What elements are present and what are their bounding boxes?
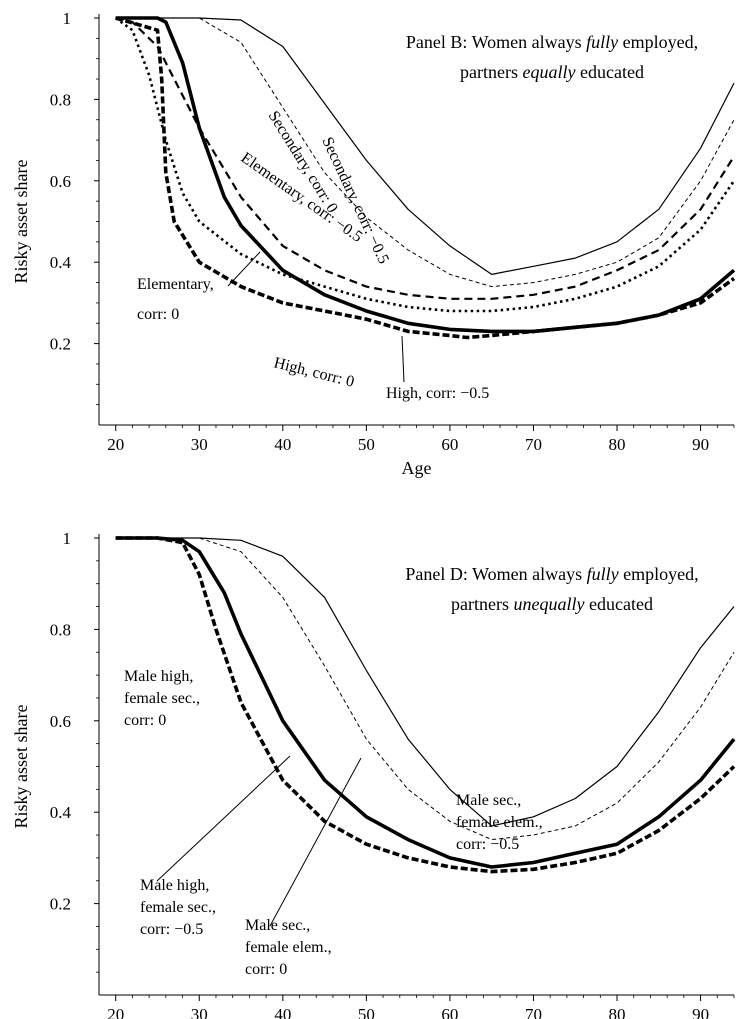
x-tick-label: 50 (358, 1005, 375, 1019)
series-line-thin-dashed (115, 537, 735, 841)
x-tick-label: 90 (692, 1005, 709, 1019)
y-tick-label: 0.6 (50, 172, 71, 191)
y-axis-title: Risky asset share (11, 705, 31, 829)
series-annotation: Elementary, corr: 0 (137, 276, 214, 323)
series-annotation: Male high, female sec., corr: 0 (124, 668, 200, 729)
x-tick-label: 30 (191, 435, 208, 454)
series-annotation: High, corr: −0.5 (386, 385, 489, 402)
y-tick-label: 0.4 (50, 253, 72, 272)
series-line-thick-solid (115, 536, 736, 869)
series-line-thick-dashed (115, 16, 736, 340)
x-axis-title: Age (402, 458, 432, 478)
y-tick-label: 0.6 (50, 712, 71, 731)
y-axis-title: Risky asset share (11, 160, 31, 284)
x-tick-label: 50 (358, 435, 375, 454)
y-tick-label: 0.8 (50, 620, 71, 639)
y-tick-label: 0.4 (50, 803, 72, 822)
x-tick-label: 80 (609, 435, 626, 454)
series-annotation: Male sec., female elem., corr: −0.5 (456, 792, 543, 853)
y-tick-label: 0.8 (50, 90, 71, 109)
series-line-thick-dashed (115, 536, 736, 874)
panel-title-line: Panel B: Women always fully employed, (406, 32, 698, 52)
x-tick-label: 70 (525, 435, 542, 454)
x-tick-label: 40 (274, 435, 291, 454)
panel-title-line: partners equally educated (460, 62, 644, 82)
panel-title-line: partners unequally educated (451, 594, 653, 614)
series-annotation: Male high, female sec., corr: −0.5 (140, 877, 216, 938)
x-tick-label: 20 (107, 435, 124, 454)
y-tick-label: 1 (63, 529, 72, 548)
series-annotation: Male sec., female elem., corr: 0 (245, 917, 332, 978)
x-tick-label: 60 (441, 1005, 458, 1019)
leader-line (269, 757, 362, 927)
leader-line (227, 251, 261, 287)
leader-line (156, 755, 291, 882)
series-annotation: High, corr: 0 (272, 354, 356, 390)
y-tick-label: 0.2 (50, 335, 71, 354)
x-tick-label: 70 (525, 1005, 542, 1019)
y-tick-label: 1 (63, 9, 72, 28)
x-tick-label: 60 (441, 435, 458, 454)
x-tick-label: 40 (274, 1005, 291, 1019)
series-line-thin-solid (115, 537, 735, 827)
series-line-medium-dashed (115, 16, 735, 300)
panel-b: 0.2 0.4 0.6 0.8 1 20 30 40 50 60 70 80 90 Age Risky as… (11, 9, 736, 478)
series-line-thin-solid (115, 17, 735, 275)
x-tick-label: 30 (191, 1005, 208, 1019)
x-tick-label: 80 (609, 1005, 626, 1019)
leader-line (401, 335, 405, 383)
y-tick-label: 0.2 (50, 895, 71, 914)
series-line-thin-dashed (115, 17, 735, 288)
x-tick-label: 20 (107, 1005, 124, 1019)
x-tick-label: 90 (692, 435, 709, 454)
panel-title-line: Panel D: Women always fully employed, (405, 564, 698, 584)
